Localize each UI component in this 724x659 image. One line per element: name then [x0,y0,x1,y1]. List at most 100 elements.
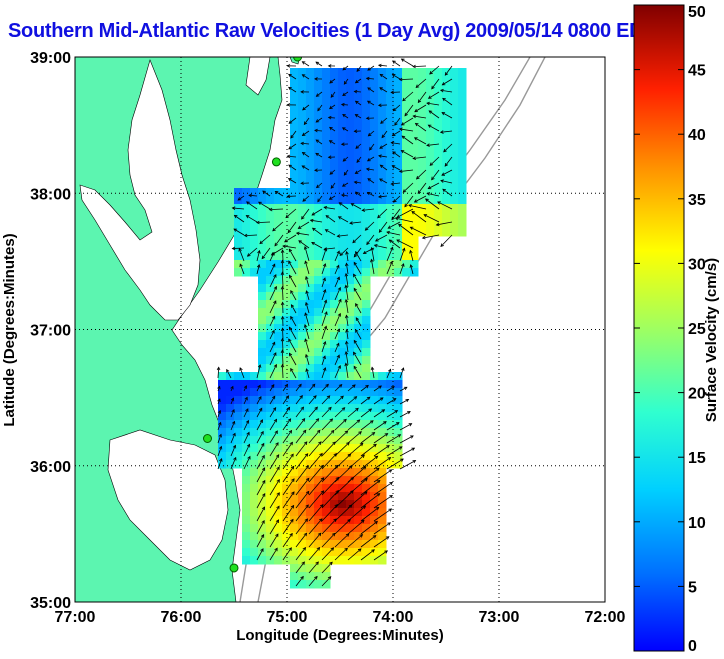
velocity-cell [266,556,275,565]
velocity-vector [428,110,440,119]
y-tick-label: 38:00 [30,186,71,203]
vector-head [378,385,382,389]
velocity-cell [442,156,451,165]
velocity-cell [274,348,283,357]
velocity-vector [321,504,338,522]
velocity-vector [316,91,323,97]
velocity-cell [282,236,291,245]
velocity-cell [362,524,371,533]
vector-head [417,190,422,194]
velocity-cell [306,396,315,405]
velocity-vector [306,368,310,379]
vector-head [345,340,349,345]
velocity-cell [322,276,331,285]
velocity-cell [306,572,315,581]
vector-head [365,76,370,81]
velocity-vector [256,506,265,522]
velocity-cell [426,124,435,133]
velocity-cell [322,452,331,461]
velocity-cell [258,548,267,557]
vector-head [301,61,306,65]
velocity-cell [426,172,435,181]
velocity-cell [362,260,371,269]
velocity-cell [322,364,331,373]
velocity-cell [346,308,355,317]
velocity-vector [329,195,336,200]
velocity-cell [394,172,403,181]
vector-head [366,241,370,246]
velocity-vector [262,190,271,197]
velocity-cell [410,212,419,221]
vector-head [365,167,370,171]
vector-head [280,259,285,264]
velocity-cell [450,92,459,101]
velocity-cell [346,116,355,125]
velocity-vector [324,206,336,210]
velocity-vector [437,201,453,210]
vector-head [285,214,290,219]
velocity-cell [362,444,371,453]
velocity-cell [378,76,387,85]
velocity-cell [282,220,291,229]
velocity-cell [258,436,267,445]
velocity-cell [218,460,227,469]
vector-head [370,366,375,371]
vector-head [361,454,365,458]
velocity-cell [266,500,275,509]
velocity-cell [330,508,339,517]
velocity-vector [415,123,427,132]
velocity-vector [256,548,264,561]
velocity-cell [306,148,315,157]
velocity-cell [266,300,275,309]
velocity-cell [370,436,379,445]
velocity-vector [256,467,265,483]
vector-head [431,85,435,90]
y-tick-label: 37:00 [30,323,71,340]
velocity-cell [290,300,299,309]
velocity-cell [290,468,299,477]
vector-head [327,155,332,159]
vector-head [355,317,360,321]
velocity-vector [295,406,304,418]
velocity-cell [354,108,363,117]
vector-head [341,127,346,131]
velocity-vector [321,576,332,587]
velocity-cell [394,148,403,157]
velocity-vector [417,91,427,103]
vector-head [343,172,348,176]
velocity-cell [314,244,323,253]
velocity-cell [402,260,411,269]
velocity-vector [386,458,404,470]
velocity-vector [404,195,414,207]
vector-head [333,453,338,457]
velocity-vector [243,420,249,431]
velocity-cell [266,508,275,517]
velocity-cell [370,100,379,109]
velocity-cell [426,156,435,165]
vector-head [300,575,304,580]
velocity-cell [410,140,419,149]
velocity-cell [378,212,387,221]
vector-head [408,423,413,427]
velocity-cell [274,508,283,517]
velocity-cell [298,540,307,549]
vector-head [423,214,428,218]
velocity-cell [298,204,307,213]
velocity-cell [354,476,363,485]
velocity-cell [298,164,307,173]
velocity-cell [394,164,403,173]
velocity-cell [386,412,395,421]
velocity-vector [392,60,401,67]
velocity-cell [298,268,307,277]
velocity-cell [442,68,451,77]
velocity-cell [282,340,291,349]
velocity-cell [394,380,403,389]
velocity-vector [256,455,265,470]
velocity-cell [378,268,387,277]
velocity-cell [290,508,299,517]
velocity-cell [258,196,267,205]
vector-head [304,260,308,265]
velocity-cell [282,436,291,445]
velocity-cell [330,156,339,165]
velocity-vector [413,115,427,119]
